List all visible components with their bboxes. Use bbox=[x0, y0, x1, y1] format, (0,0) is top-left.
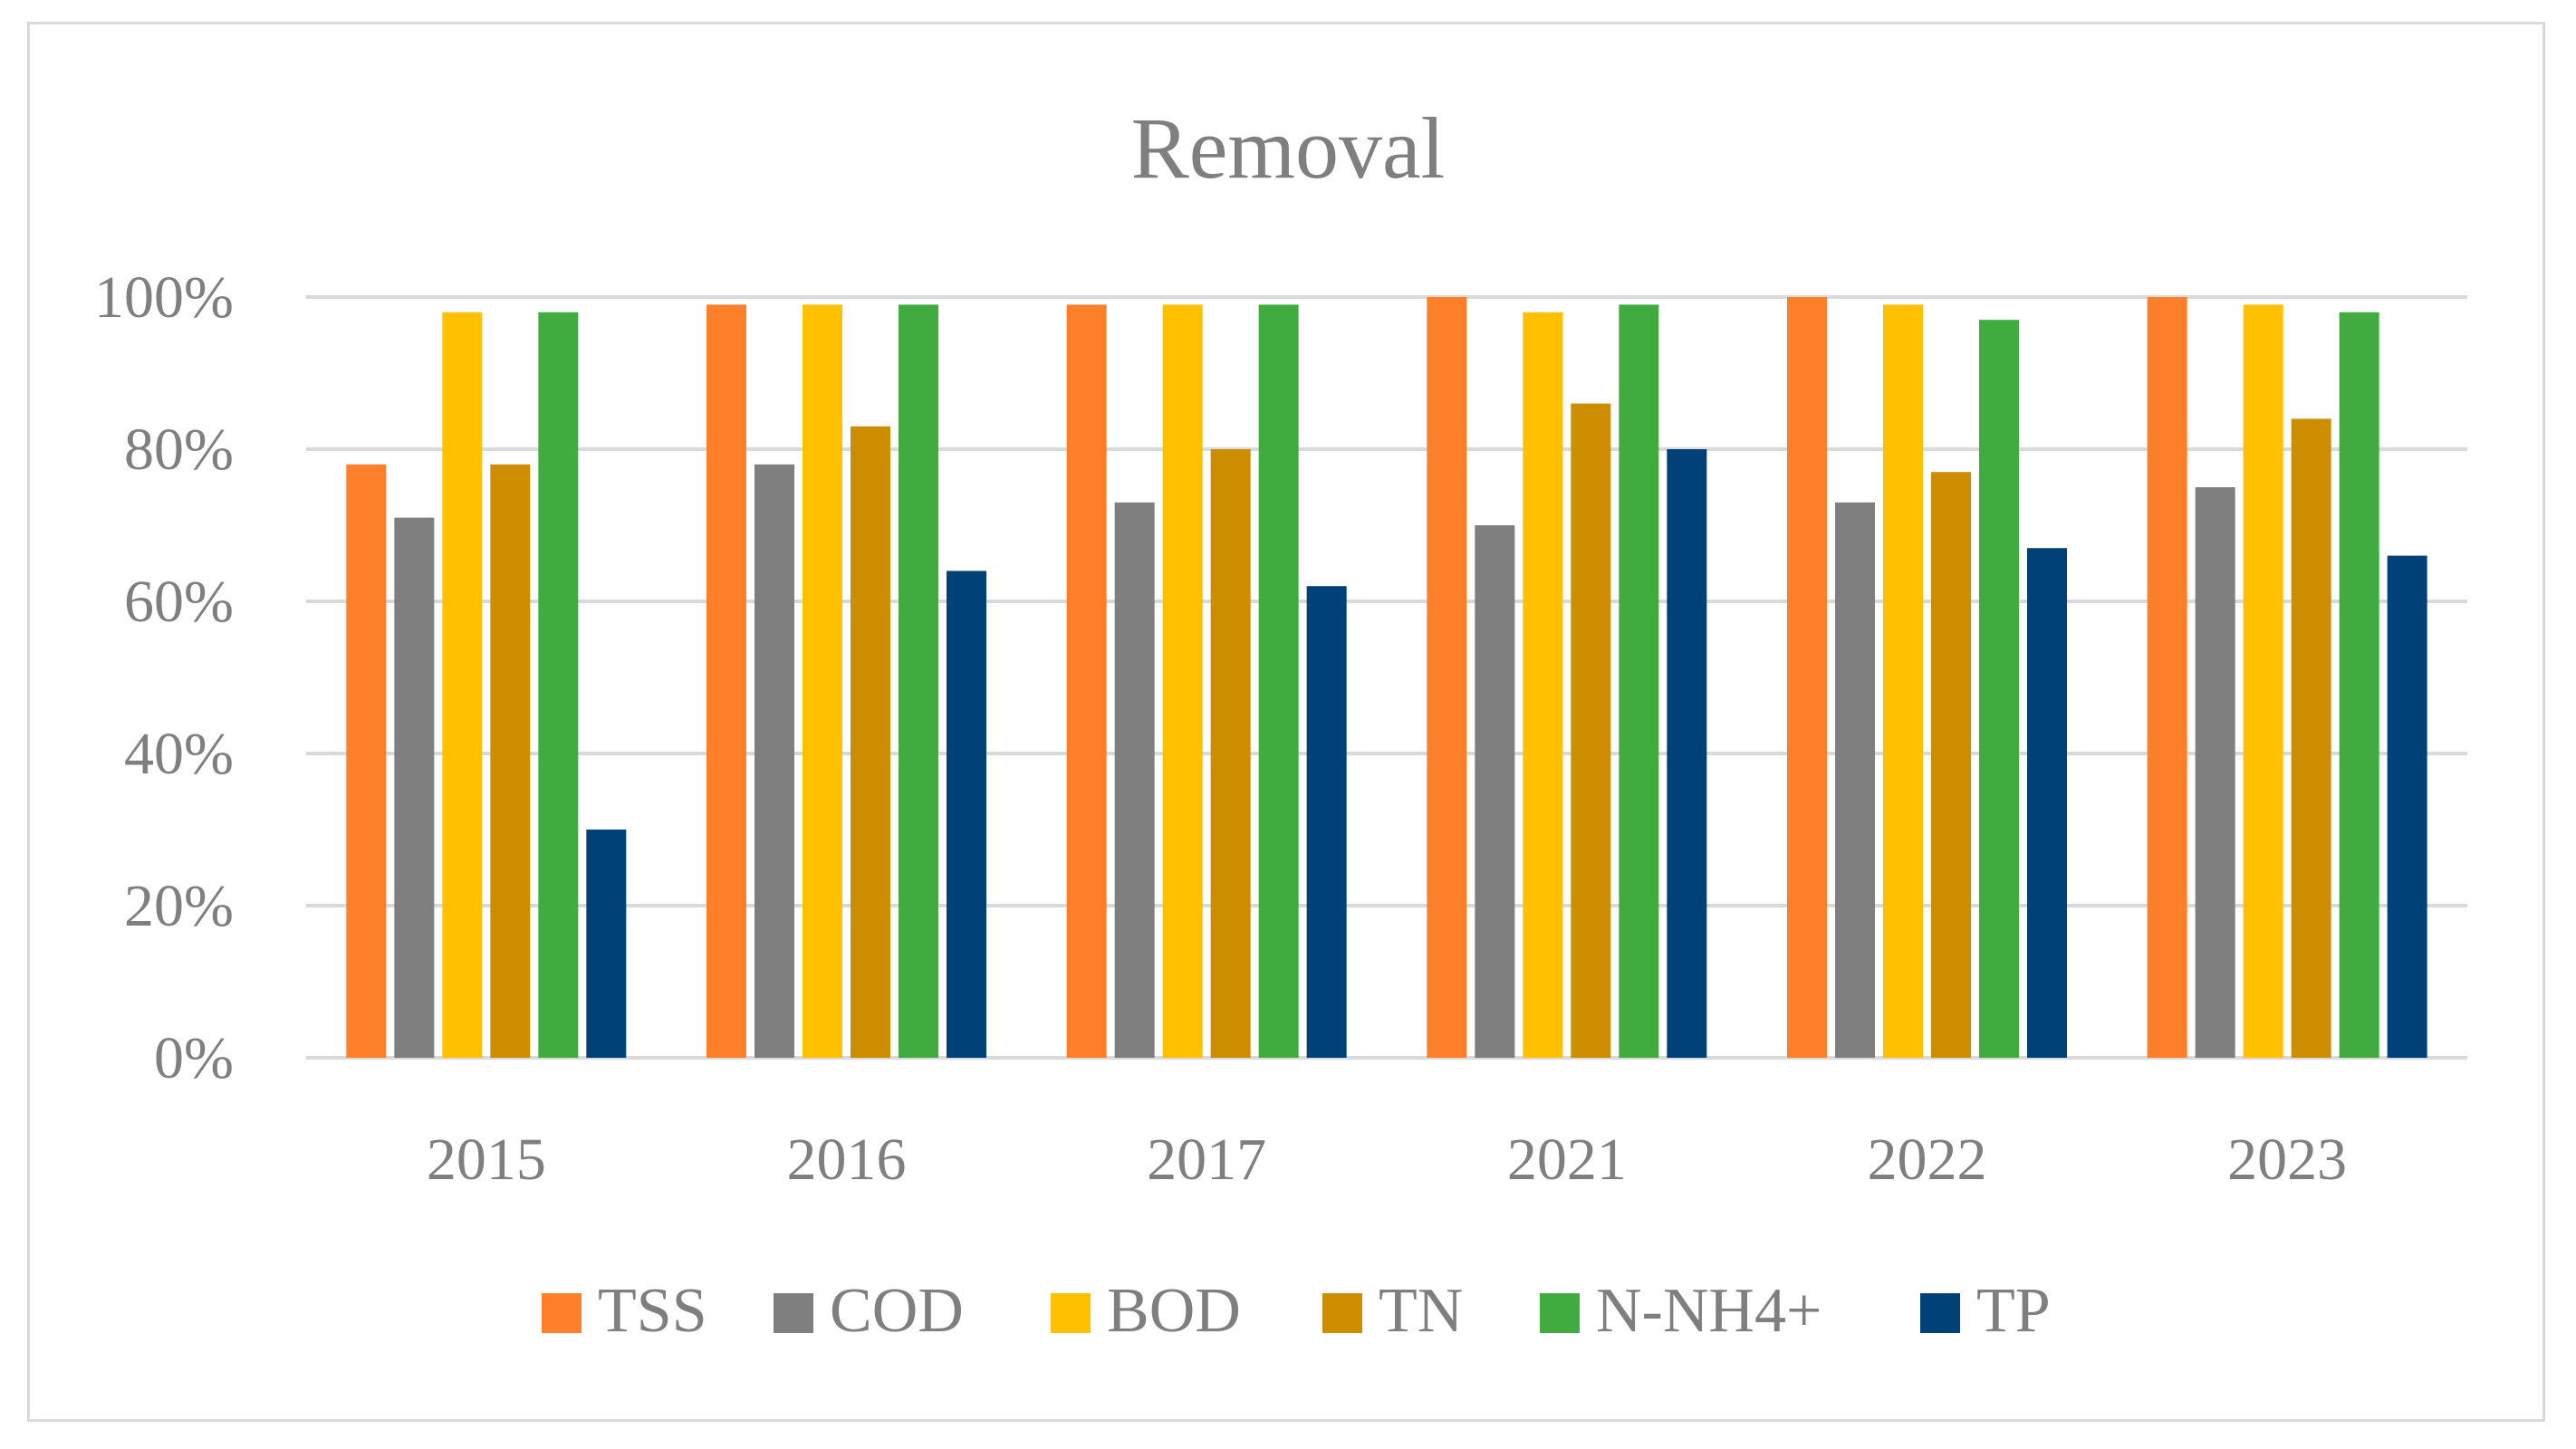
bar-bod-2016 bbox=[803, 304, 842, 1058]
legend-label: COD bbox=[830, 1276, 964, 1346]
bar-tss-2016 bbox=[706, 304, 746, 1058]
bar-bod-2015 bbox=[442, 312, 483, 1058]
legend-item-tp: TP bbox=[1920, 1276, 2051, 1346]
legend: TSS COD BOD TN N-NH4+ TP bbox=[542, 1276, 2051, 1346]
bar-tn-2021 bbox=[1571, 403, 1611, 1059]
bar-bod-2023 bbox=[2243, 304, 2283, 1058]
legend-item-tn: TN bbox=[1322, 1276, 1463, 1346]
y-tick-label: 60% bbox=[124, 569, 234, 635]
legend-item-n-nh4-: N-NH4+ bbox=[1540, 1276, 1821, 1346]
legend-label: N-NH4+ bbox=[1596, 1276, 1821, 1346]
bar-n-nh4--2017 bbox=[1258, 304, 1299, 1058]
legend-swatch bbox=[1540, 1293, 1580, 1333]
bar-n-nh4--2021 bbox=[1619, 304, 1659, 1058]
legend-label: TSS bbox=[598, 1276, 707, 1346]
y-tick-label: 100% bbox=[94, 264, 234, 331]
bar-tp-2021 bbox=[1667, 449, 1707, 1058]
bar-tss-2022 bbox=[1787, 297, 1827, 1058]
bar-tn-2017 bbox=[1210, 449, 1251, 1058]
bar-cod-2017 bbox=[1114, 502, 1155, 1058]
y-tick-label: 0% bbox=[154, 1025, 234, 1091]
bar-n-nh4--2022 bbox=[1979, 320, 2019, 1058]
x-tick-label: 2022 bbox=[1868, 1127, 1987, 1193]
bar-tss-2023 bbox=[2147, 297, 2187, 1058]
bar-cod-2015 bbox=[394, 517, 435, 1058]
legend-label: BOD bbox=[1107, 1276, 1241, 1346]
x-tick-label: 2023 bbox=[2227, 1127, 2347, 1193]
bar-tn-2023 bbox=[2291, 418, 2331, 1058]
bars bbox=[346, 297, 2427, 1059]
x-tick-label: 2017 bbox=[1147, 1127, 1266, 1193]
legend-label: TN bbox=[1379, 1276, 1463, 1346]
bar-cod-2023 bbox=[2195, 487, 2235, 1058]
bar-bod-2022 bbox=[1883, 304, 1923, 1058]
legend-swatch bbox=[542, 1293, 582, 1333]
bar-tp-2022 bbox=[2027, 548, 2067, 1058]
bar-n-nh4--2023 bbox=[2339, 312, 2379, 1058]
x-tick-label: 2015 bbox=[427, 1127, 546, 1193]
legend-item-cod: COD bbox=[774, 1276, 964, 1346]
gridlines bbox=[306, 295, 2467, 1060]
bar-tss-2015 bbox=[346, 464, 387, 1058]
bar-tn-2022 bbox=[1931, 472, 1971, 1058]
bar-tss-2021 bbox=[1427, 297, 1467, 1058]
legend-item-bod: BOD bbox=[1051, 1276, 1241, 1346]
bar-bod-2017 bbox=[1162, 304, 1203, 1058]
x-axis-ticks: 2015 2016 2017 2021 2022 2023 bbox=[427, 1127, 2347, 1193]
x-tick-label: 2021 bbox=[1507, 1127, 1627, 1193]
y-axis-ticks: 0% 20% 40% 60% 80% 100% bbox=[94, 264, 234, 1091]
legend-swatch bbox=[1322, 1293, 1362, 1333]
y-tick-label: 40% bbox=[124, 721, 234, 787]
bar-n-nh4--2015 bbox=[538, 312, 579, 1058]
legend-swatch bbox=[1051, 1293, 1091, 1333]
x-tick-label: 2016 bbox=[787, 1127, 907, 1193]
legend-swatch bbox=[1920, 1293, 1960, 1333]
legend-item-tss: TSS bbox=[542, 1276, 707, 1346]
legend-label: TP bbox=[1976, 1276, 2051, 1346]
bar-cod-2016 bbox=[755, 464, 794, 1058]
bar-tp-2017 bbox=[1306, 586, 1347, 1058]
bar-bod-2021 bbox=[1523, 312, 1563, 1058]
bar-tp-2023 bbox=[2387, 555, 2427, 1058]
chart-title: Removal bbox=[1131, 100, 1446, 197]
bar-cod-2022 bbox=[1835, 502, 1875, 1058]
bar-n-nh4--2016 bbox=[899, 304, 938, 1058]
bar-tp-2015 bbox=[586, 830, 627, 1058]
y-tick-label: 80% bbox=[124, 417, 234, 483]
bar-cod-2021 bbox=[1475, 525, 1515, 1058]
bar-tp-2016 bbox=[947, 571, 986, 1058]
legend-swatch bbox=[774, 1293, 813, 1333]
bar-tss-2017 bbox=[1066, 304, 1107, 1058]
bar-tn-2015 bbox=[490, 464, 531, 1058]
y-tick-label: 20% bbox=[124, 873, 234, 939]
bar-tn-2016 bbox=[851, 426, 890, 1058]
